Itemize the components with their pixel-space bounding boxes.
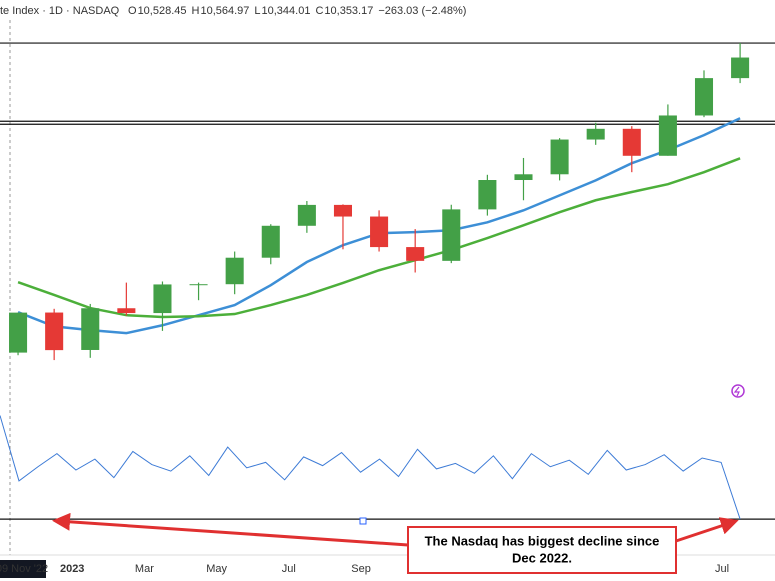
candle-body	[189, 284, 208, 286]
candle-body	[658, 115, 677, 156]
candle-body	[225, 257, 244, 285]
candle-body	[694, 78, 714, 116]
candle-body	[586, 128, 605, 140]
candle-body	[45, 312, 64, 351]
ohlc-value: 10,564.97	[200, 5, 249, 17]
x-tick-label: Jul	[282, 563, 296, 575]
ohlc-value: 10,344.01	[262, 5, 311, 17]
candle-body	[442, 209, 461, 261]
candle-body	[550, 139, 569, 175]
candle-body	[81, 308, 100, 350]
candle-body	[370, 216, 389, 248]
candle-body	[297, 204, 316, 226]
x-tick-label: 09 Nov '22	[0, 563, 48, 575]
annotation-arrow	[675, 517, 739, 543]
ohlc-label: L	[254, 5, 260, 17]
annotation-arrow	[52, 512, 409, 547]
candle-body	[261, 225, 280, 258]
x-tick-label: Sep	[351, 563, 371, 575]
annotation-text: The Nasdaq has biggest decline since	[425, 533, 660, 548]
annotation-text: Dec 2022.	[512, 550, 572, 565]
header-symbol: te Index · 1D · NASDAQ	[0, 5, 120, 17]
handle	[359, 517, 367, 525]
candle-body	[117, 308, 136, 314]
candle-body	[514, 174, 533, 181]
crosshair-label-bg	[0, 560, 46, 578]
candle-body	[622, 128, 641, 156]
candle-body	[731, 57, 750, 79]
candle-body	[478, 180, 497, 210]
candle-body	[153, 284, 172, 314]
ohlc-value: 10,353.17	[324, 5, 373, 17]
ohlc-label: C	[315, 5, 323, 17]
x-tick-label: May	[206, 563, 227, 575]
candle-body	[9, 312, 28, 353]
x-tick-label: 2023	[60, 563, 84, 575]
x-tick-label: Mar	[135, 563, 154, 575]
annotation-box	[407, 526, 677, 574]
change: −263.03 (−2.48%)	[378, 5, 466, 17]
ohlc-label: H	[192, 5, 200, 17]
ohlc-label: O	[128, 5, 137, 17]
icon-glyph	[733, 386, 740, 397]
candle-body	[406, 247, 425, 261]
ohlc-value: 10,528.45	[138, 5, 187, 17]
moving-average	[17, 157, 741, 319]
icon[interactable]	[731, 384, 745, 398]
oscillator-line	[0, 415, 741, 520]
x-tick-label: Jul	[715, 563, 729, 575]
candle-body	[333, 204, 352, 217]
